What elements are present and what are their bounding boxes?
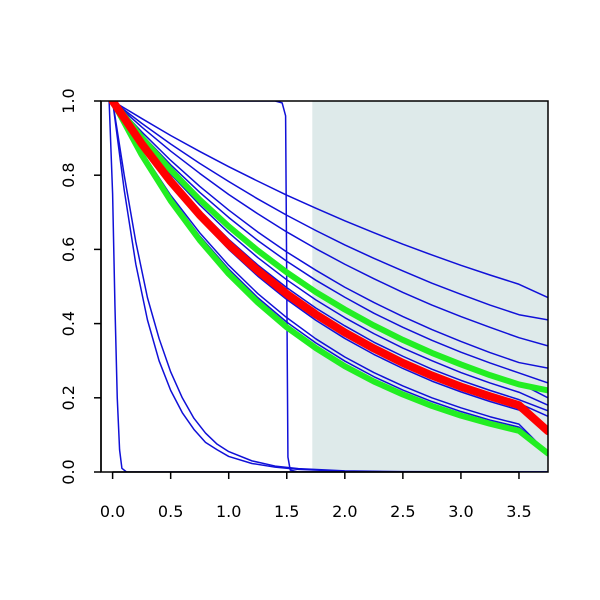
shaded-region [312, 101, 548, 472]
series-line-6 [111, 101, 548, 321]
x-tick-label: 1.5 [274, 502, 299, 521]
series-line-3 [111, 101, 548, 472]
x-tick-label: 3.5 [506, 502, 531, 521]
series-line-11 [111, 101, 548, 406]
series-line-4 [111, 101, 548, 472]
y-axis: 0.0 0.2 0.4 0.6 0.8 1.0 [59, 88, 102, 485]
series-line-19 [108, 101, 548, 436]
x-axis: 0.0 0.5 1.0 1.5 2.0 2.5 3.0 3.5 [100, 471, 532, 521]
series-line-14 [111, 101, 548, 455]
x-tick-label: 3.0 [448, 502, 473, 521]
y-tick-label: 0.0 [59, 459, 78, 484]
x-tick-label: 0.5 [158, 502, 183, 521]
series-layer [108, 101, 548, 472]
y-tick-label: 1.0 [59, 88, 78, 113]
x-tick-label: 0.0 [100, 502, 125, 521]
x-tick-label: 1.0 [216, 502, 241, 521]
series-line-9 [111, 101, 548, 384]
x-tick-label: 2.5 [390, 502, 415, 521]
x-tick-label: 2.0 [332, 502, 357, 521]
shaded-region-layer [312, 101, 548, 472]
series-line-17 [109, 101, 548, 394]
y-tick-label: 0.4 [59, 311, 78, 336]
y-tick-label: 0.8 [59, 162, 78, 187]
series-line-5 [111, 101, 548, 299]
y-tick-label: 0.2 [59, 385, 78, 410]
series-line-18 [109, 101, 548, 457]
series-line-7 [111, 101, 548, 347]
y-tick-label: 0.6 [59, 237, 78, 262]
series-line-8 [111, 101, 548, 369]
